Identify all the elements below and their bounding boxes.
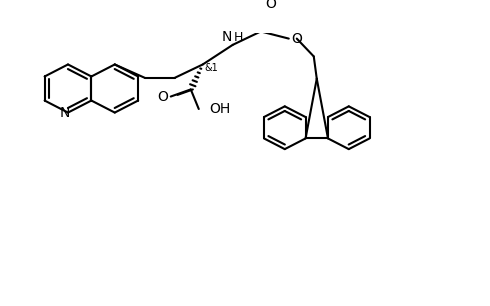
- Text: N: N: [221, 30, 232, 44]
- Text: O: O: [265, 0, 276, 11]
- Text: H: H: [234, 31, 243, 44]
- Text: O: O: [291, 32, 302, 46]
- Text: OH: OH: [209, 102, 230, 116]
- Text: N: N: [60, 106, 70, 120]
- Text: &1: &1: [205, 63, 219, 73]
- Text: O: O: [157, 90, 168, 103]
